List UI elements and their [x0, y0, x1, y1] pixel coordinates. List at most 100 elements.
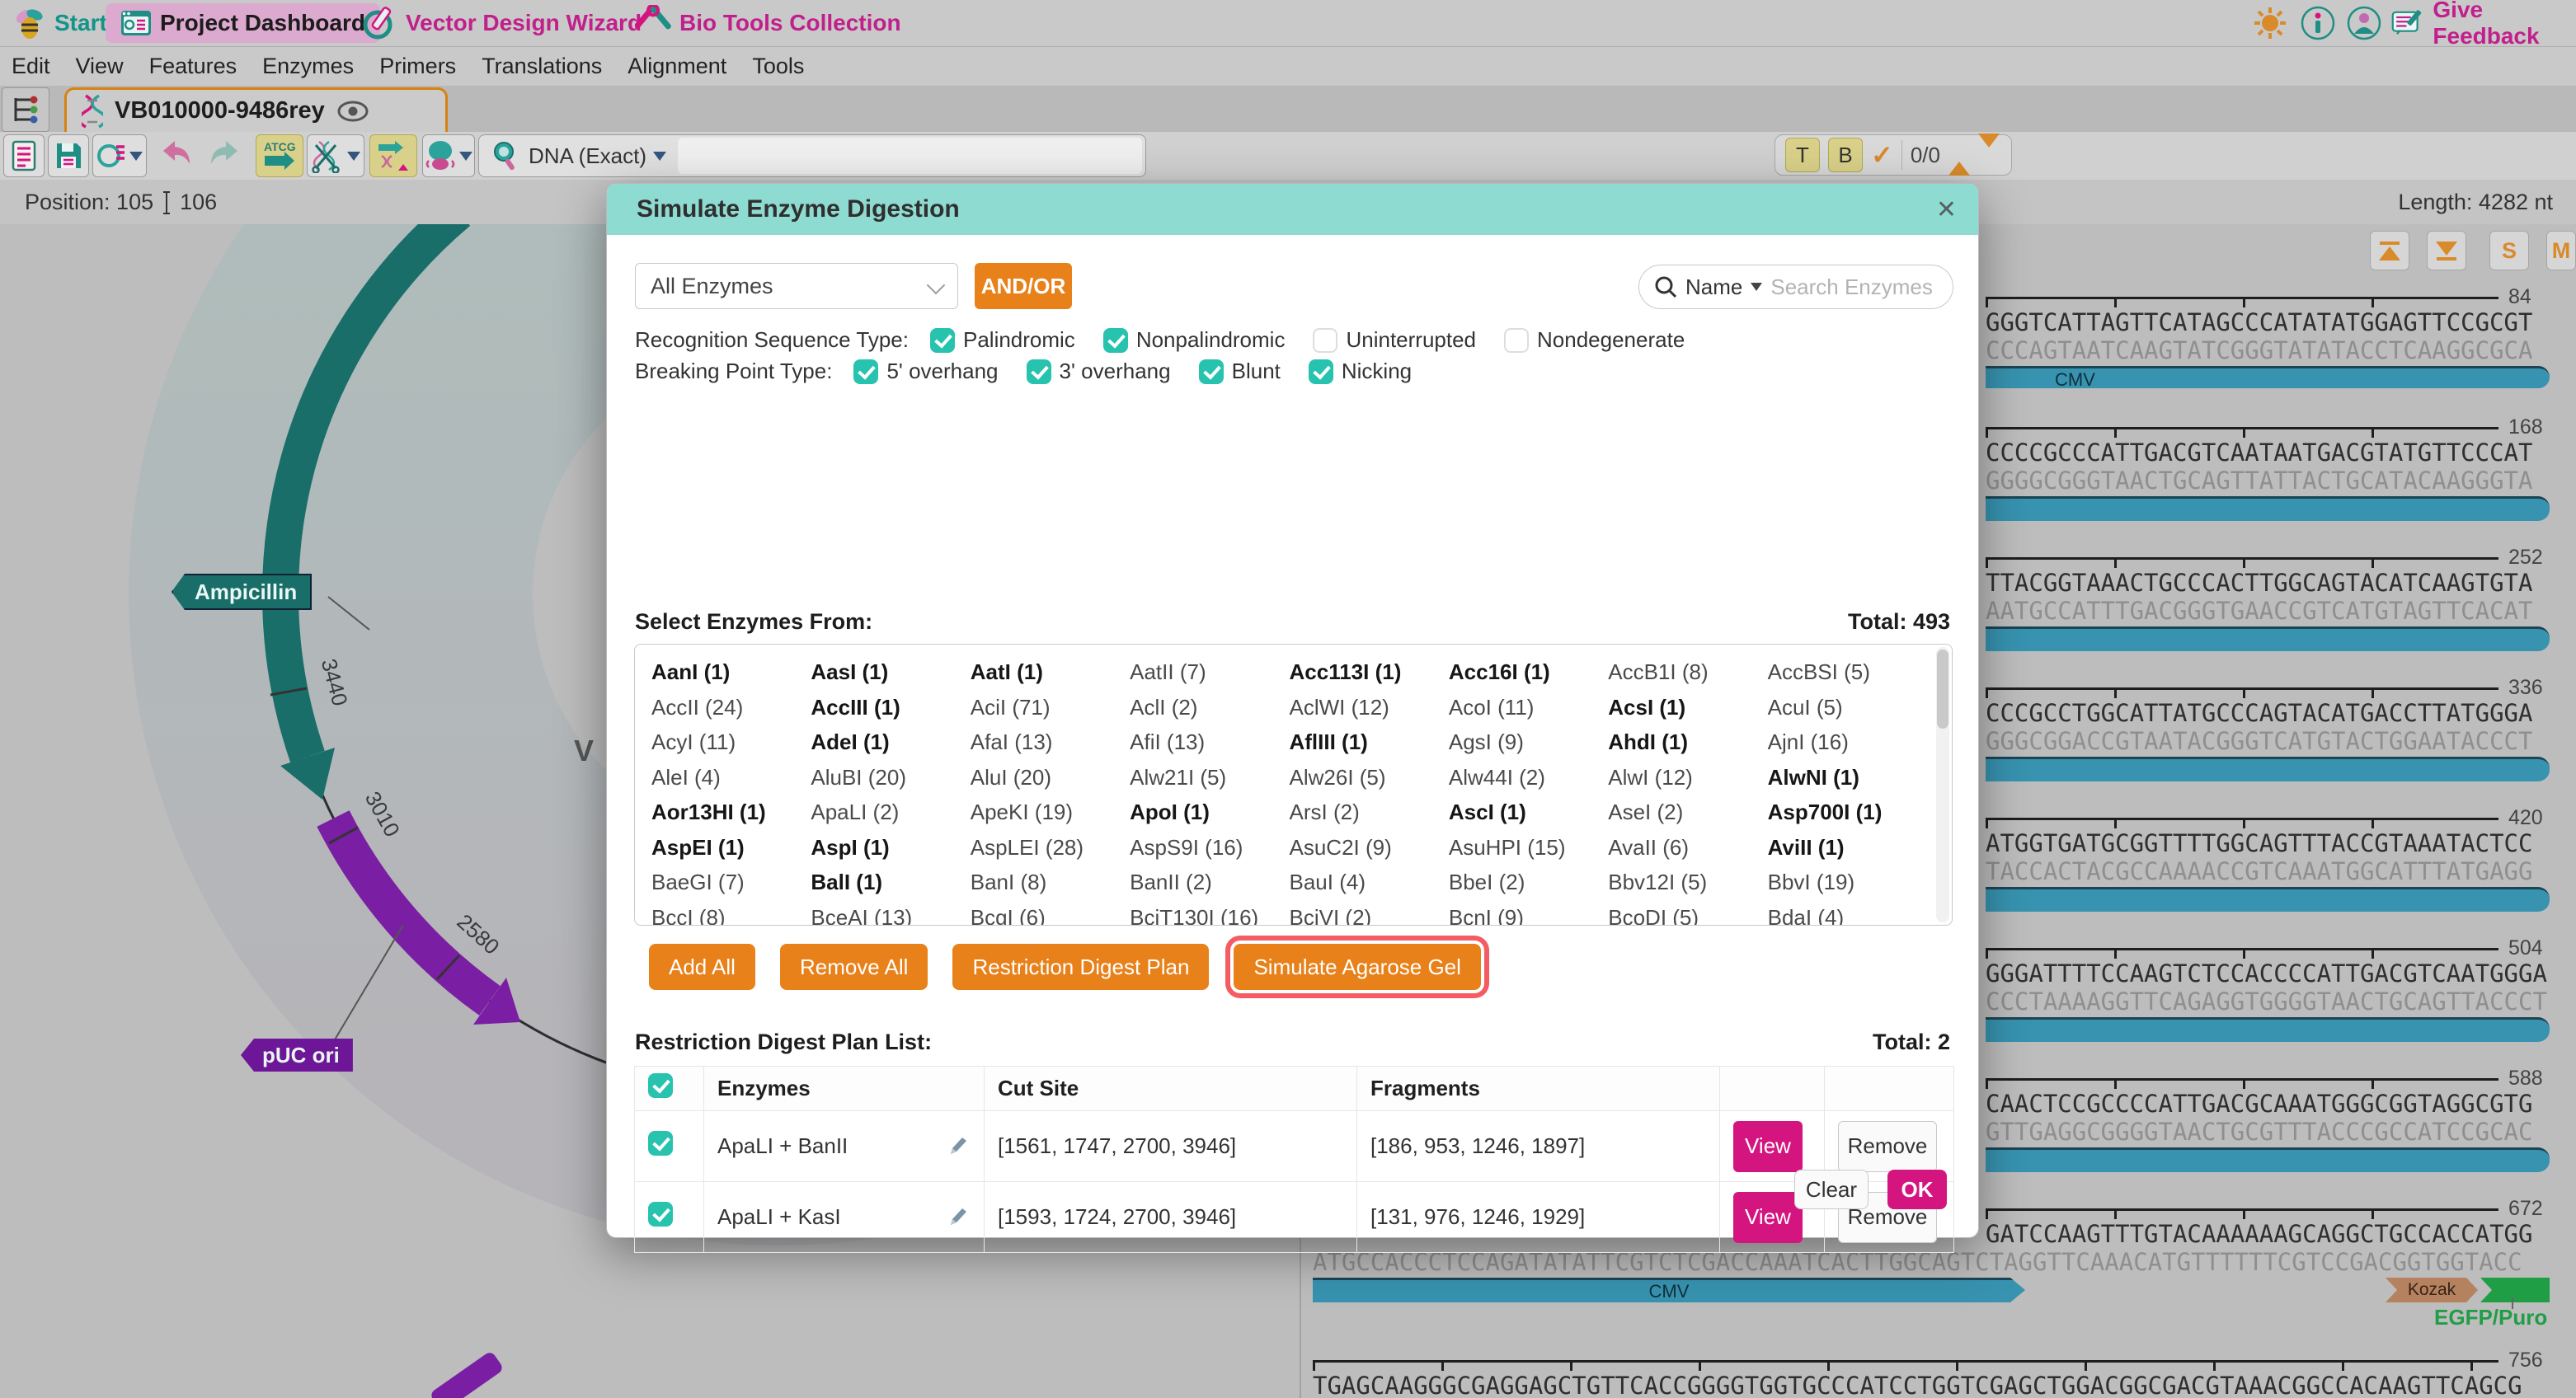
enzyme-item[interactable]: AgsI (9) — [1449, 725, 1608, 760]
search-enzymes-input[interactable]: Search Enzymes — [1770, 274, 1933, 300]
enzyme-item[interactable]: AatII (7) — [1130, 654, 1289, 690]
vector-design-wizard-nav[interactable]: Vector Design Wizard — [361, 0, 642, 46]
enzyme-item[interactable]: Acc16I (1) — [1449, 654, 1608, 690]
scrollbar-track[interactable] — [1936, 647, 1949, 922]
enzyme-manager-button[interactable] — [422, 134, 475, 177]
enzyme-item[interactable]: AccBSI (5) — [1768, 654, 1927, 690]
enzyme-item[interactable]: AseI (2) — [1608, 795, 1767, 830]
enzyme-item[interactable]: AjnI (16) — [1768, 725, 1927, 760]
enzyme-item[interactable]: AspEI (1) — [651, 830, 811, 866]
checkbox-checked-icon[interactable] — [1309, 359, 1333, 384]
account-button[interactable] — [2347, 0, 2381, 46]
enzyme-item[interactable]: AccB1I (8) — [1608, 654, 1767, 690]
enzyme-search-box[interactable]: Name Search Enzymes — [1638, 265, 1953, 309]
first-match-button[interactable] — [1948, 148, 1970, 162]
enzyme-item[interactable]: AspLEI (28) — [971, 830, 1130, 866]
clear-button[interactable]: Clear — [1794, 1170, 1869, 1209]
eye-icon[interactable] — [336, 100, 369, 123]
enzyme-item[interactable]: BbvI (19) — [1768, 865, 1927, 900]
checkbox-unchecked-icon[interactable] — [1313, 328, 1337, 353]
enzyme-item[interactable]: AsuHPI (15) — [1449, 830, 1608, 866]
enzyme-item[interactable]: Bbv12I (5) — [1608, 865, 1767, 900]
remove-all-button[interactable]: Remove All — [780, 944, 928, 990]
edit-icon[interactable] — [946, 1134, 971, 1159]
simulate-agarose-gel-button[interactable]: Simulate Agarose Gel — [1234, 944, 1480, 990]
bottom-strand-toggle[interactable]: B — [1828, 138, 1863, 172]
enzyme-item[interactable]: BanI (8) — [971, 865, 1130, 900]
brightness-button[interactable] — [2253, 0, 2287, 46]
ok-button[interactable]: OK — [1887, 1170, 1947, 1209]
enzyme-scope-select[interactable]: All Enzymes — [635, 263, 958, 309]
and-or-button[interactable]: AND/OR — [975, 263, 1072, 309]
top-strand-toggle[interactable]: T — [1785, 138, 1820, 172]
filter-option[interactable]: Nondegenerate — [1504, 327, 1685, 353]
enzyme-item[interactable]: AfiI (13) — [1130, 725, 1289, 760]
enzyme-item[interactable]: Aor13HI (1) — [651, 795, 811, 830]
filter-option[interactable]: 5' overhang — [853, 359, 998, 384]
checkbox-checked-icon[interactable] — [648, 1202, 673, 1227]
checkbox-checked-icon[interactable] — [853, 359, 878, 384]
check-icon[interactable]: ✓ — [1871, 139, 1893, 171]
enzyme-item[interactable]: BceAI (13) — [811, 900, 970, 927]
enzyme-item[interactable]: BbeI (2) — [1449, 865, 1608, 900]
enzyme-item[interactable]: AvaII (6) — [1608, 830, 1767, 866]
enzyme-item[interactable]: BalI (1) — [811, 865, 970, 900]
enzyme-item[interactable]: AviII (1) — [1768, 830, 1927, 866]
enzyme-item[interactable]: AclWI (12) — [1290, 690, 1449, 725]
enzyme-item[interactable]: AfaI (13) — [971, 725, 1130, 760]
checkbox-checked-icon[interactable] — [930, 328, 955, 353]
plasmid-view-button[interactable] — [92, 134, 147, 177]
enzyme-item[interactable]: AasI (1) — [811, 654, 970, 690]
checkbox-checked-icon[interactable] — [1103, 328, 1128, 353]
scroll-to-bottom-button[interactable] — [2427, 231, 2466, 270]
enzyme-item[interactable]: BdaI (4) — [1768, 900, 1927, 927]
save-button[interactable] — [48, 134, 89, 177]
search-input[interactable] — [678, 138, 1142, 174]
restriction-digest-plan-button[interactable]: Restriction Digest Plan — [952, 944, 1209, 990]
enzyme-item[interactable]: AccIII (1) — [811, 690, 970, 725]
search-field-selector[interactable]: Name — [1685, 274, 1742, 300]
filter-option[interactable]: Nicking — [1309, 359, 1412, 384]
multi-line-view-button[interactable]: M — [2546, 231, 2576, 270]
enzyme-item[interactable]: AdeI (1) — [811, 725, 970, 760]
enzyme-item[interactable]: AleI (4) — [651, 760, 811, 795]
enzyme-digestion-button[interactable] — [369, 134, 417, 177]
scrollbar-thumb[interactable] — [1937, 650, 1948, 729]
enzyme-item[interactable]: AspI (1) — [811, 830, 970, 866]
enzyme-item[interactable]: AluI (20) — [971, 760, 1130, 795]
enzyme-item[interactable]: AcyI (11) — [651, 725, 811, 760]
enzyme-item[interactable]: BauI (4) — [1290, 865, 1449, 900]
close-icon[interactable]: ✕ — [1936, 195, 1957, 224]
enzyme-item[interactable]: AccII (24) — [651, 690, 811, 725]
enzyme-item[interactable]: ArsI (2) — [1290, 795, 1449, 830]
enzyme-item[interactable]: AcuI (5) — [1768, 690, 1927, 725]
enzyme-item[interactable]: BccI (8) — [651, 900, 811, 927]
checkbox-checked-icon[interactable] — [1199, 359, 1224, 384]
remove-button[interactable]: Remove — [1838, 1121, 1937, 1172]
menu-tools[interactable]: Tools — [752, 54, 804, 79]
enzyme-item[interactable]: BciT130I (16) — [1130, 900, 1289, 927]
menu-primers[interactable]: Primers — [379, 54, 456, 79]
project-tree-button[interactable] — [2, 87, 49, 132]
enzyme-item[interactable]: BaeGI (7) — [651, 865, 811, 900]
ampicillin-label[interactable]: Ampicillin — [172, 574, 312, 610]
enzyme-item[interactable]: AhdI (1) — [1608, 725, 1767, 760]
redo-button[interactable] — [203, 134, 249, 177]
undo-button[interactable] — [152, 134, 198, 177]
enzyme-item[interactable]: ApeKI (19) — [971, 795, 1130, 830]
give-feedback-nav[interactable]: Give Feedback — [2391, 0, 2576, 46]
enzyme-item[interactable]: Alw21I (5) — [1130, 760, 1289, 795]
enzyme-item[interactable]: Asp700I (1) — [1768, 795, 1927, 830]
puc-ori-label[interactable]: pUC ori — [241, 1039, 353, 1072]
checkbox-unchecked-icon[interactable] — [1504, 328, 1529, 353]
enzyme-item[interactable]: AcsI (1) — [1608, 690, 1767, 725]
enzyme-item[interactable]: BcnI (9) — [1449, 900, 1608, 927]
checkbox-checked-icon[interactable] — [648, 1073, 673, 1098]
menu-translations[interactable]: Translations — [482, 54, 602, 79]
enzyme-item[interactable]: AlwNI (1) — [1768, 760, 1927, 795]
enzyme-item[interactable]: AanI (1) — [651, 654, 811, 690]
enzyme-item[interactable]: BcgI (6) — [971, 900, 1130, 927]
enzyme-item[interactable]: AclI (2) — [1130, 690, 1289, 725]
report-button[interactable] — [3, 134, 45, 177]
info-button[interactable] — [2301, 0, 2335, 46]
